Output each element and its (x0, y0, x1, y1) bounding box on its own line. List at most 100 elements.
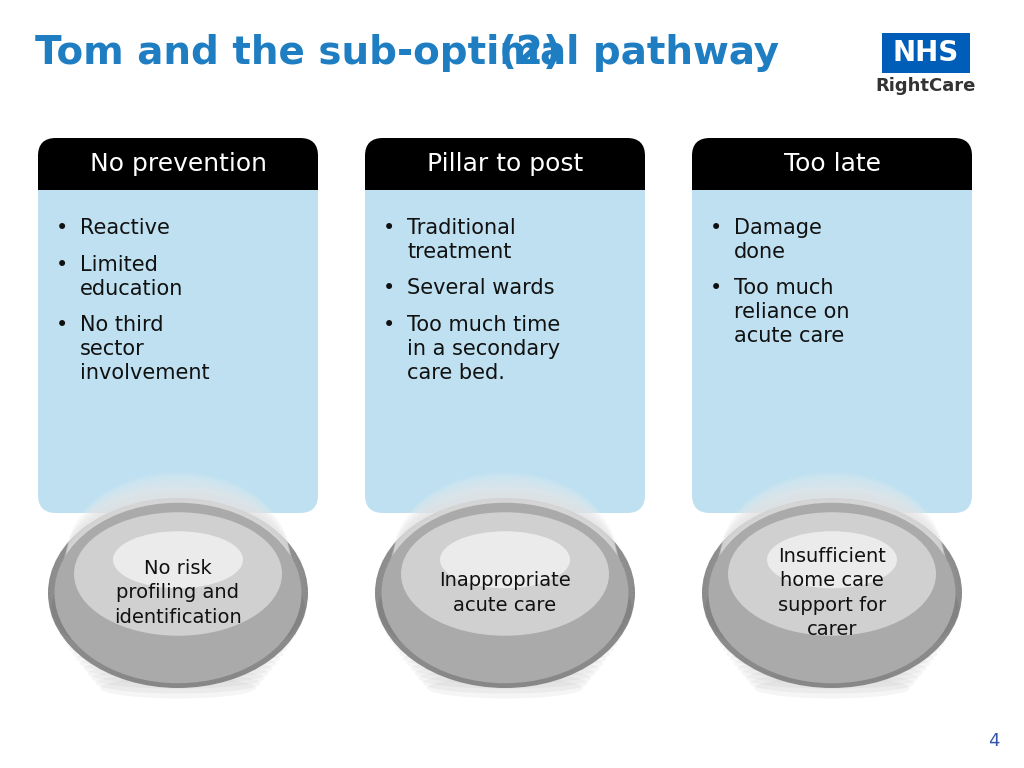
Ellipse shape (716, 497, 948, 645)
Ellipse shape (61, 502, 295, 647)
Ellipse shape (92, 668, 264, 689)
FancyBboxPatch shape (365, 138, 645, 190)
Ellipse shape (716, 499, 948, 646)
Ellipse shape (415, 663, 595, 684)
Ellipse shape (53, 542, 303, 662)
Text: •: • (56, 218, 69, 238)
Ellipse shape (750, 673, 914, 694)
Ellipse shape (53, 609, 303, 631)
Ellipse shape (702, 580, 962, 601)
Ellipse shape (720, 480, 944, 637)
Ellipse shape (51, 604, 304, 625)
Ellipse shape (66, 531, 291, 552)
Ellipse shape (382, 551, 628, 572)
Text: •: • (710, 278, 722, 298)
Ellipse shape (386, 511, 624, 650)
Ellipse shape (53, 556, 303, 577)
Text: 4: 4 (988, 732, 1000, 750)
Ellipse shape (375, 498, 635, 688)
Ellipse shape (48, 585, 308, 606)
Ellipse shape (715, 505, 949, 648)
Ellipse shape (391, 488, 618, 641)
Ellipse shape (65, 486, 292, 640)
Ellipse shape (376, 590, 635, 611)
Ellipse shape (427, 488, 583, 508)
Ellipse shape (67, 475, 289, 635)
Ellipse shape (377, 600, 633, 621)
Ellipse shape (51, 551, 305, 665)
Ellipse shape (737, 658, 927, 679)
Ellipse shape (376, 594, 634, 616)
Ellipse shape (702, 498, 962, 688)
Ellipse shape (394, 472, 615, 634)
Ellipse shape (392, 634, 617, 654)
Ellipse shape (92, 498, 264, 518)
Ellipse shape (415, 502, 595, 523)
Ellipse shape (57, 519, 298, 654)
Text: •: • (383, 278, 395, 298)
Ellipse shape (88, 663, 268, 684)
Ellipse shape (714, 541, 950, 562)
Ellipse shape (62, 629, 294, 650)
Ellipse shape (714, 624, 950, 645)
Ellipse shape (702, 590, 962, 611)
Ellipse shape (59, 624, 296, 645)
Ellipse shape (707, 609, 957, 631)
Ellipse shape (720, 531, 944, 552)
Ellipse shape (52, 545, 304, 663)
Text: No third
sector
involvement: No third sector involvement (80, 315, 210, 383)
Ellipse shape (60, 508, 296, 650)
Ellipse shape (390, 494, 621, 644)
Ellipse shape (73, 644, 284, 664)
Ellipse shape (69, 527, 288, 548)
Text: Limited
education: Limited education (80, 255, 183, 299)
Ellipse shape (50, 554, 305, 666)
Ellipse shape (96, 492, 260, 513)
Ellipse shape (381, 539, 630, 661)
Ellipse shape (387, 508, 623, 650)
Ellipse shape (709, 503, 955, 684)
Text: Too much time
in a secondary
care bed.: Too much time in a secondary care bed. (407, 315, 560, 383)
Ellipse shape (709, 534, 955, 659)
Ellipse shape (712, 519, 952, 654)
Ellipse shape (48, 590, 307, 611)
Text: •: • (383, 315, 395, 335)
Ellipse shape (715, 502, 949, 647)
Ellipse shape (76, 517, 281, 538)
Ellipse shape (48, 498, 308, 688)
Ellipse shape (726, 644, 938, 664)
Text: Too much
reliance on
acute care: Too much reliance on acute care (734, 278, 850, 346)
Ellipse shape (707, 556, 957, 577)
FancyBboxPatch shape (692, 138, 972, 513)
Ellipse shape (719, 483, 945, 639)
Ellipse shape (66, 634, 291, 654)
Ellipse shape (706, 551, 958, 665)
Ellipse shape (705, 600, 959, 621)
Ellipse shape (80, 654, 276, 674)
Ellipse shape (380, 542, 630, 662)
Ellipse shape (382, 503, 629, 684)
Ellipse shape (720, 478, 944, 637)
Ellipse shape (703, 594, 961, 616)
Ellipse shape (720, 634, 944, 654)
Ellipse shape (55, 614, 301, 635)
Ellipse shape (375, 580, 635, 601)
Ellipse shape (402, 648, 607, 669)
Ellipse shape (61, 499, 294, 646)
Ellipse shape (74, 512, 282, 636)
Text: Several wards: Several wards (407, 278, 555, 298)
FancyBboxPatch shape (692, 138, 972, 190)
Ellipse shape (382, 534, 629, 659)
Ellipse shape (705, 565, 959, 587)
Ellipse shape (84, 658, 272, 679)
Ellipse shape (52, 548, 304, 664)
Text: No risk
profiling and
identification: No risk profiling and identification (114, 559, 242, 627)
Ellipse shape (48, 575, 307, 596)
Ellipse shape (50, 565, 306, 587)
Ellipse shape (714, 508, 950, 650)
Text: No prevention: No prevention (89, 152, 266, 176)
Ellipse shape (712, 546, 952, 567)
Ellipse shape (440, 531, 570, 588)
Ellipse shape (419, 668, 591, 689)
Ellipse shape (706, 548, 958, 664)
